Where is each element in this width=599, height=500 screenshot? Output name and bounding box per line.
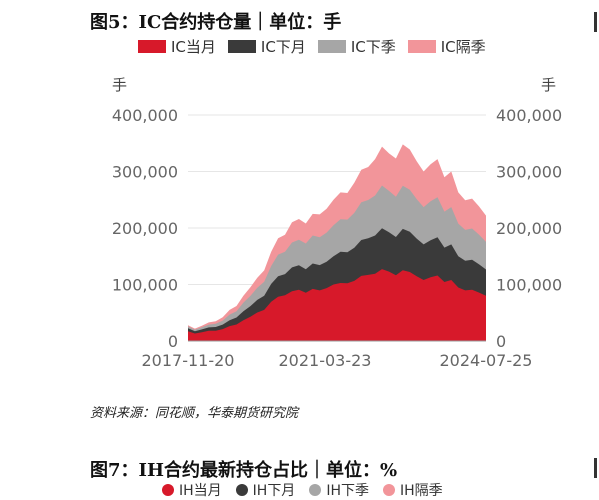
legend-swatch-ic-next <box>227 40 256 53</box>
y-tick-label-left: 300,000 <box>112 163 178 182</box>
legend2-label-ih-quarter: IH下季 <box>326 483 369 499</box>
x-tick-label: 2024-07-25 <box>440 351 533 370</box>
figure7-legend: IH当月 IH下月 IH下季 IH隔季 <box>162 480 443 500</box>
legend2-label-ih-far: IH隔季 <box>399 483 443 499</box>
page-edge-mark-top <box>594 12 597 32</box>
y-tick-label-left: 0 <box>168 332 178 351</box>
y-axis-unit-right: 手 <box>541 76 557 94</box>
legend2-label-ih-next: IH下月 <box>252 483 296 499</box>
y-tick-label-right: 300,000 <box>496 163 562 182</box>
legend-item-ic-far[interactable]: IC隔季 <box>407 36 486 57</box>
legend-label-ic-far: IC隔季 <box>440 38 486 56</box>
legend-label-ic-next: IC下月 <box>260 38 306 56</box>
legend-item-ic-next[interactable]: IC下月 <box>227 36 306 57</box>
legend2-dot-ih-next <box>235 484 248 496</box>
y-tick-label-right: 0 <box>496 332 506 351</box>
page-edge-mark-bottom <box>594 458 597 478</box>
y-tick-label-left: 200,000 <box>112 219 178 238</box>
legend2-item-ih-far[interactable]: IH隔季 <box>382 480 443 500</box>
legend-item-ic-current[interactable]: IC当月 <box>138 36 216 57</box>
y-tick-label-left: 400,000 <box>112 106 178 125</box>
y-tick-label-right: 200,000 <box>496 219 562 238</box>
y-tick-label-left: 100,000 <box>112 276 178 295</box>
legend2-item-ih-current[interactable]: IH当月 <box>162 480 222 500</box>
figure7-title: 图7：IH合约最新持仓占比｜单位：% <box>90 460 398 481</box>
legend2-dot-ih-quarter <box>309 484 322 496</box>
y-axis-unit-left: 手 <box>112 76 128 94</box>
legend2-item-ih-next[interactable]: IH下月 <box>235 480 296 500</box>
legend-swatch-ic-quarter <box>317 40 346 53</box>
y-tick-label-right: 100,000 <box>496 276 562 295</box>
legend-swatch-ic-far <box>407 40 436 53</box>
y-tick-label-right: 400,000 <box>496 106 562 125</box>
legend2-dot-ih-current <box>162 484 174 496</box>
figure5-title: 图5：IC合约持仓量｜单位：手 <box>90 12 342 33</box>
source-note: 资料来源：同花顺，华泰期货研究院 <box>90 406 299 421</box>
legend-label-ic-quarter: IC下季 <box>350 38 396 56</box>
x-tick-label: 2017-11-20 <box>142 351 235 370</box>
chart-legend: IC当月 IC下月 IC下季 IC隔季 <box>138 36 486 57</box>
area-ic-current <box>188 269 486 341</box>
ic-open-interest-chart: 0 0 100,000 100,000 200,000 200,000 300,000 300… <box>112 106 562 370</box>
legend-item-ic-quarter[interactable]: IC下季 <box>317 36 396 57</box>
legend-label-ic-current: IC当月 <box>171 38 216 56</box>
legend2-item-ih-quarter[interactable]: IH下季 <box>309 480 369 500</box>
legend2-label-ih-current: IH当月 <box>179 483 222 499</box>
legend2-dot-ih-far <box>382 484 395 496</box>
x-tick-label: 2021-03-23 <box>279 351 372 370</box>
legend-swatch-ic-current <box>138 40 166 53</box>
